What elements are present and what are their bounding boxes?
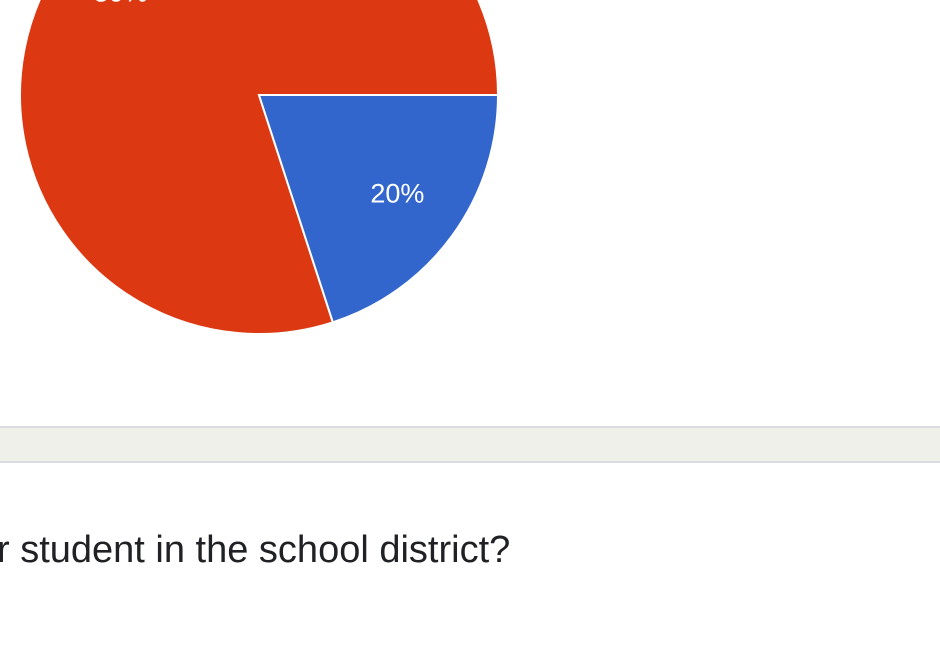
section-divider [0, 427, 940, 462]
slice-label: 20% [370, 179, 424, 209]
pie-slice [257, 94, 500, 324]
slice-label: 80% [94, 0, 148, 8]
pie-chart: 80% 20% [19, 0, 500, 335]
pie-slice [19, 0, 500, 335]
question-title: r student in the school district? [0, 529, 510, 571]
